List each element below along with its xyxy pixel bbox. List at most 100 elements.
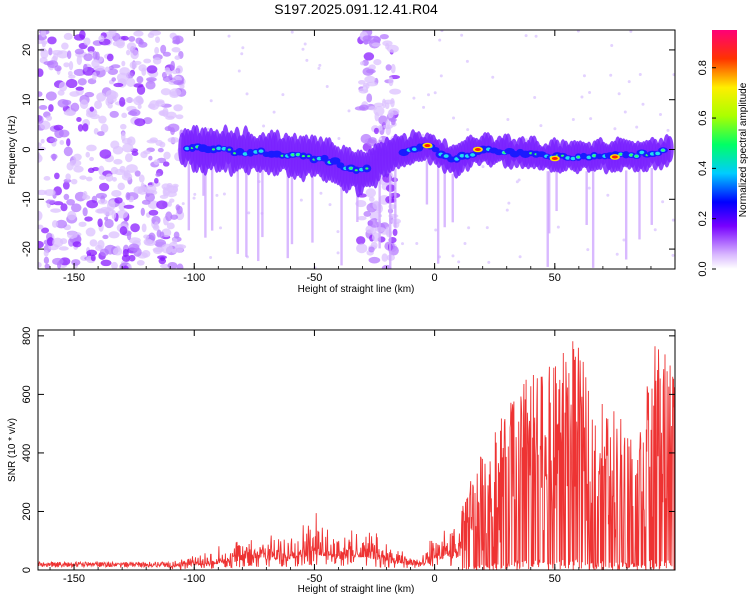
noise-blob [79,175,87,180]
noise-blob [79,30,86,40]
ridge-core-peak [301,154,305,158]
faint-dot [661,200,665,204]
noise-blob [392,228,398,237]
noise-blob [96,208,104,214]
noise-blob [179,84,185,89]
faint-dot [610,44,614,48]
faint-dot [218,226,222,230]
noise-blob [102,234,109,240]
noise-blob [97,239,105,250]
faint-dot [481,165,485,169]
noise-blob [83,37,91,46]
streak [210,164,214,231]
noise-blob [123,204,135,209]
noise-blob [154,177,159,184]
faint-dot [588,91,592,95]
noise-blob [112,176,117,182]
noise-blob [66,198,76,206]
noise-blob [173,80,184,86]
colorbar-tick-label: 0.4 [697,161,709,176]
noise-blob [143,117,153,125]
noise-blob [365,188,377,198]
ridge-core-peak [629,154,633,157]
noise-blob [365,225,374,234]
noise-blob [165,184,174,193]
noise-blob [148,209,159,216]
faint-dot [524,34,528,38]
noise-blob [364,75,376,84]
faint-dot [451,254,455,258]
streak [547,171,551,234]
noise-blob [136,260,145,266]
noise-blob [46,60,59,69]
noise-blob [90,254,96,262]
noise-blob [149,137,159,143]
colorbar-tick-label: 0.0 [697,261,709,276]
noise-blob [377,125,383,131]
faint-dot [325,84,329,88]
noise-blob [78,221,87,227]
noise-blob [53,124,64,131]
noise-blob [373,36,382,43]
noise-blob [98,182,110,192]
faint-dot [653,228,657,232]
bottom-y-tick-label: 200 [21,502,33,520]
faint-dot [533,95,537,99]
faint-dot [422,105,426,109]
noise-blob [89,113,100,120]
faint-dot [576,30,580,33]
noise-blob [143,58,152,64]
ridge-core-peak [211,148,216,151]
faint-dot [466,128,470,132]
ridge-core-peak [634,155,639,158]
faint-dot [241,46,245,50]
noise-blob [140,207,145,217]
top-x-tick-label: -100 [183,272,205,284]
streak [236,166,239,254]
noise-blob [167,261,178,269]
noise-blob [83,63,88,72]
noise-blob [114,197,123,204]
ridge-core-peak [291,153,295,156]
noise-blob [357,215,367,221]
noise-blob [125,192,131,201]
faint-dot [215,193,219,197]
faint-dot [301,47,305,51]
noise-blob [368,196,375,202]
faint-dot [347,109,351,113]
noise-blob [89,239,98,247]
faint-dot [580,95,584,99]
noise-blob [67,210,77,221]
noise-blob [48,104,54,112]
noise-blob [363,211,372,217]
noise-blob [165,211,173,222]
noise-blob [137,104,142,110]
noise-blob [159,256,166,262]
noise-blob [51,220,58,228]
faint-dot [609,73,613,77]
noise-blob [140,182,145,192]
noise-blob [363,52,375,61]
faint-dot [638,72,642,76]
noise-blob [115,38,126,49]
ridge-core-peak [661,149,665,152]
bottom-x-tick-label: -150 [63,573,85,585]
faint-dot [635,125,639,129]
noise-blob [106,53,114,62]
noise-blob [111,209,117,220]
faint-dot [434,228,438,232]
noise-blob [130,223,140,233]
top-x-tick-label: 0 [432,272,438,284]
noise-blob [38,142,42,147]
noise-blob [162,161,170,167]
noise-blob [43,249,49,257]
noise-blob [359,61,365,66]
snr-series-line [38,341,675,570]
faint-dot [245,92,249,96]
faint-dot [237,69,241,73]
ridge-core-peak [365,167,369,170]
noise-blob [87,46,95,53]
noise-blob [38,240,44,249]
noise-blob [362,35,372,42]
noise-blob [65,173,71,181]
